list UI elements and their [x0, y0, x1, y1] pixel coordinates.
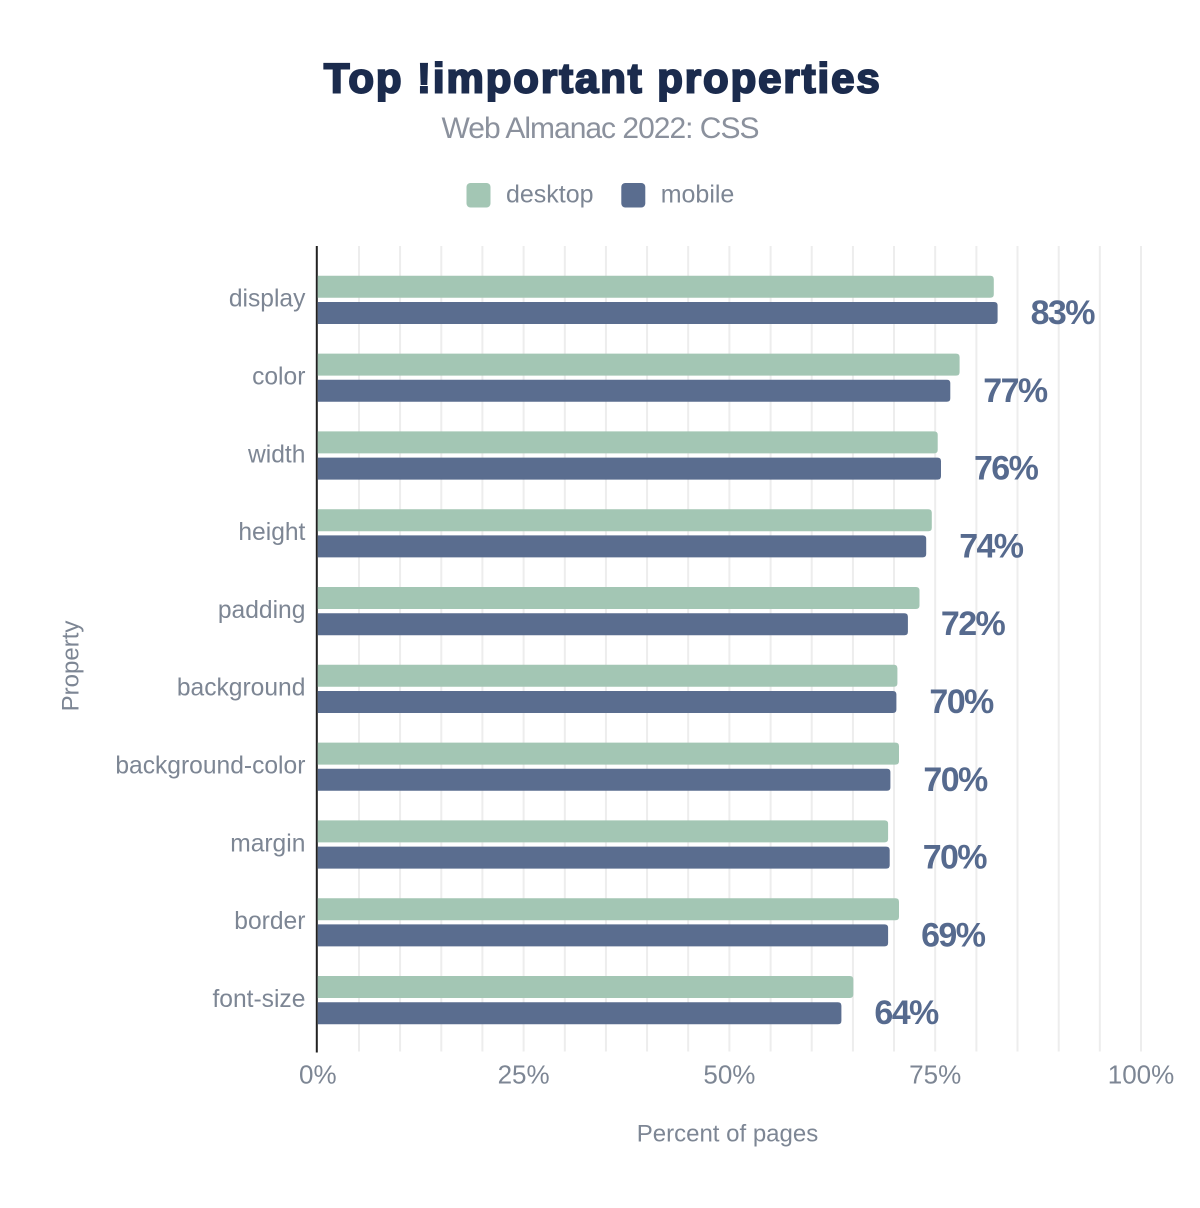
svg-text:70%: 70%	[923, 839, 988, 877]
svg-text:70%: 70%	[923, 761, 988, 799]
svg-text:border: border	[234, 908, 305, 935]
svg-text:Top !important properties: Top !important properties	[324, 55, 882, 102]
svg-text:72%: 72%	[941, 605, 1006, 643]
svg-text:50%: 50%	[703, 1060, 755, 1090]
svg-text:mobile: mobile	[661, 181, 735, 209]
svg-text:padding: padding	[218, 597, 306, 624]
svg-text:background-color: background-color	[115, 753, 305, 780]
svg-text:77%: 77%	[983, 372, 1048, 410]
svg-text:background: background	[177, 675, 306, 702]
svg-text:Percent of pages: Percent of pages	[637, 1121, 818, 1148]
svg-text:height: height	[238, 519, 305, 546]
svg-text:display: display	[229, 286, 306, 313]
svg-text:76%: 76%	[974, 450, 1039, 488]
svg-text:70%: 70%	[929, 683, 994, 721]
svg-text:width: width	[247, 441, 305, 468]
svg-text:83%: 83%	[1031, 294, 1096, 332]
svg-text:margin: margin	[230, 830, 305, 857]
svg-text:64%: 64%	[874, 994, 939, 1032]
svg-text:color: color	[252, 364, 305, 391]
svg-text:69%: 69%	[921, 916, 986, 954]
svg-text:25%: 25%	[498, 1060, 550, 1090]
svg-text:0%: 0%	[299, 1060, 337, 1090]
svg-text:desktop: desktop	[506, 181, 594, 209]
svg-text:74%: 74%	[959, 527, 1024, 565]
svg-text:Property: Property	[58, 621, 85, 712]
svg-text:Web Almanac 2022: CSS: Web Almanac 2022: CSS	[442, 112, 759, 145]
svg-text:font-size: font-size	[212, 986, 305, 1013]
svg-text:75%: 75%	[909, 1060, 961, 1090]
svg-text:100%: 100%	[1108, 1060, 1175, 1090]
